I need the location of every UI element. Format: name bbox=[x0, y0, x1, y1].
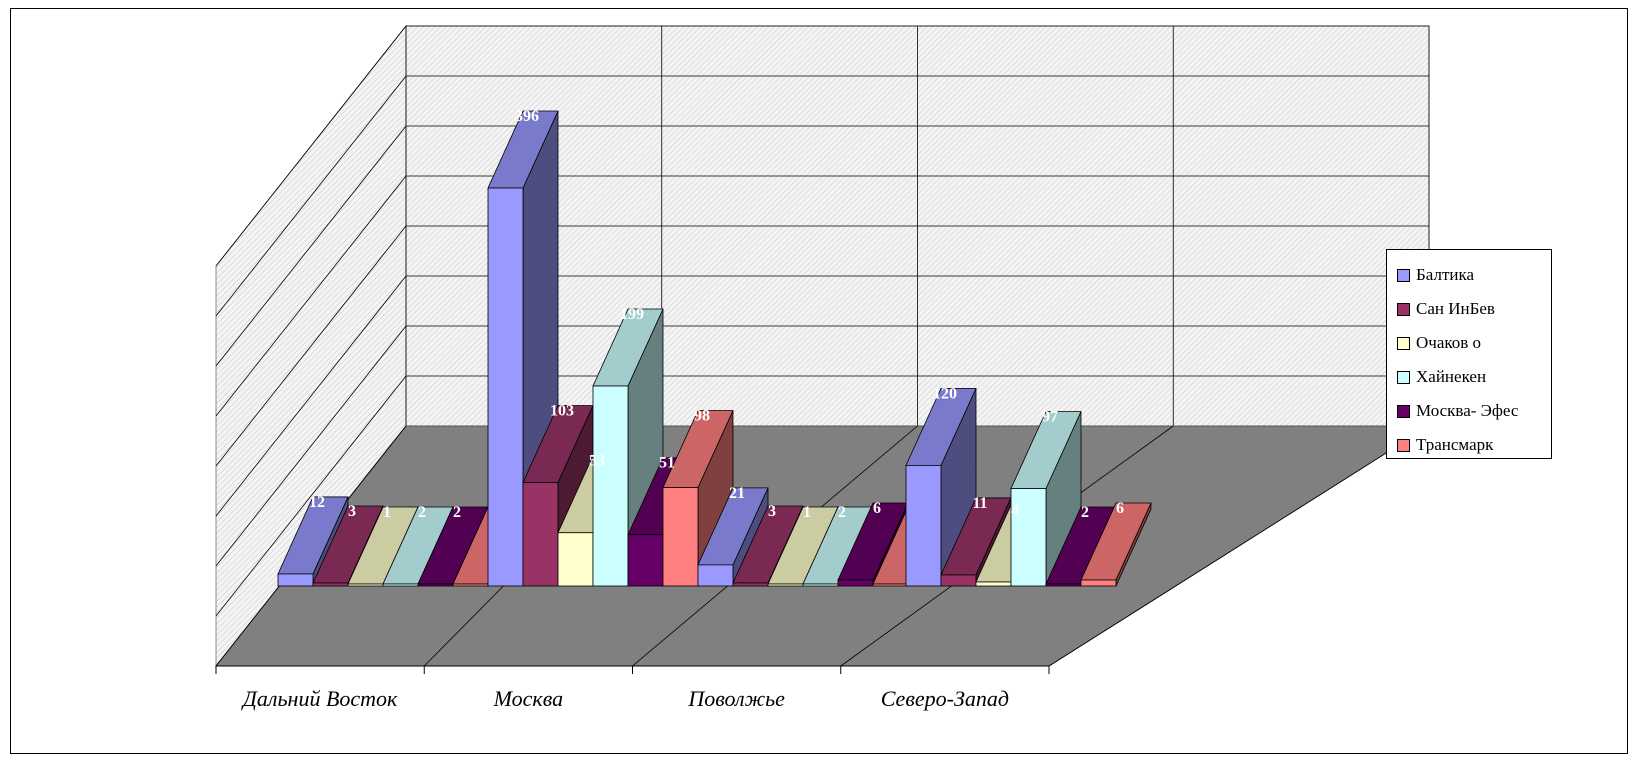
data-label: 12 bbox=[309, 494, 325, 511]
category-label: Поволжье bbox=[687, 686, 785, 711]
legend-swatch bbox=[1397, 438, 1410, 452]
category-label: Северо-Запад bbox=[881, 686, 1009, 711]
gridline-side bbox=[215, 325, 407, 567]
bar-front bbox=[522, 482, 559, 587]
data-label: 11 bbox=[972, 495, 987, 512]
data-label: 103 bbox=[550, 402, 574, 419]
bar-front bbox=[592, 385, 629, 587]
legend-label: Сан ИнБев bbox=[1416, 299, 1495, 318]
legend-swatch bbox=[1397, 336, 1410, 350]
data-label: 396 bbox=[515, 108, 539, 125]
legend-swatch bbox=[1397, 302, 1410, 316]
bar-front bbox=[312, 582, 349, 587]
data-label: 199 bbox=[620, 306, 644, 323]
floor-divider bbox=[1048, 425, 1430, 667]
data-label: 2 bbox=[418, 504, 426, 521]
legend-item: Очаков о bbox=[1397, 326, 1551, 360]
gridline-side bbox=[215, 175, 407, 417]
bar-front bbox=[382, 583, 419, 587]
data-label: 21 bbox=[729, 485, 745, 502]
gridline-side bbox=[215, 25, 407, 267]
bar-front bbox=[1010, 488, 1047, 587]
bar-front bbox=[802, 583, 839, 587]
bar-front bbox=[940, 574, 977, 587]
bar-front bbox=[1045, 583, 1082, 587]
bar bbox=[905, 387, 977, 587]
legend-label: Балтика bbox=[1416, 265, 1475, 284]
legend-label: Очаков о bbox=[1416, 333, 1482, 352]
legend-item: Сан ИнБев bbox=[1397, 292, 1551, 326]
bar-front bbox=[697, 564, 734, 587]
data-label: 2 bbox=[453, 504, 461, 521]
data-label: 6 bbox=[873, 500, 881, 517]
legend: Балтика Сан ИнБев Очаков о Хайнекен Москва- … bbox=[1386, 249, 1552, 459]
data-label: 1 bbox=[803, 504, 811, 521]
category-label: Дальний Восток bbox=[241, 686, 398, 711]
chart-category-labels: Дальний Восток Москва Поволжье Северо-Запад bbox=[241, 686, 1009, 711]
chart-bars bbox=[277, 110, 1152, 587]
bar-front bbox=[627, 534, 664, 587]
legend-swatch bbox=[1397, 370, 1410, 384]
legend-item: Москва- Эфес bbox=[1397, 394, 1551, 428]
bar bbox=[1080, 502, 1152, 587]
data-label: 2 bbox=[1081, 504, 1089, 521]
data-label: 3 bbox=[768, 503, 776, 520]
bar-front bbox=[487, 187, 524, 587]
data-label: 6 bbox=[1116, 500, 1124, 517]
data-label: 2 bbox=[838, 504, 846, 521]
data-label: 97 bbox=[1042, 409, 1058, 426]
bar-front bbox=[557, 532, 594, 587]
data-label: 3 bbox=[348, 503, 356, 520]
legend-label: Хайнекен bbox=[1416, 367, 1487, 386]
bar-front bbox=[837, 579, 874, 587]
chart-frame: 12 3 1 2 2 396 103 53 199 51 98 21 3 1 2 6 120 11 4 97 2 6 Да… bbox=[10, 8, 1628, 754]
data-label: 1 bbox=[383, 504, 391, 521]
bar-front bbox=[277, 573, 314, 587]
legend-swatch bbox=[1397, 404, 1410, 418]
legend-item: Трансмарк bbox=[1397, 428, 1551, 462]
bar-front bbox=[905, 464, 942, 587]
data-label: 98 bbox=[694, 408, 710, 425]
bar-front bbox=[417, 583, 454, 587]
bar-front bbox=[1080, 579, 1117, 587]
bar-front bbox=[732, 582, 769, 587]
bar bbox=[662, 410, 734, 587]
bar-front bbox=[452, 583, 489, 587]
gridline-side bbox=[215, 75, 407, 317]
category-label: Москва bbox=[493, 686, 563, 711]
data-label: 4 bbox=[1011, 502, 1019, 519]
bar bbox=[1010, 411, 1082, 587]
bar-front bbox=[767, 583, 804, 587]
data-label: 120 bbox=[933, 385, 957, 402]
data-label: 53 bbox=[589, 453, 605, 470]
legend-item: Хайнекен bbox=[1397, 360, 1551, 394]
legend-label: Трансмарк bbox=[1416, 435, 1494, 454]
legend-label: Москва- Эфес bbox=[1416, 401, 1519, 420]
bar-front bbox=[347, 583, 384, 587]
bar-front bbox=[975, 581, 1012, 587]
bar-front bbox=[662, 487, 699, 587]
gridline-side bbox=[215, 225, 407, 467]
legend-item: Балтика bbox=[1397, 258, 1551, 292]
bar-front bbox=[872, 583, 909, 587]
legend-swatch bbox=[1397, 268, 1410, 282]
gridline-side bbox=[215, 275, 407, 517]
data-label: 51 bbox=[659, 455, 675, 472]
gridline-side bbox=[215, 125, 407, 367]
gridline-side bbox=[215, 375, 407, 617]
